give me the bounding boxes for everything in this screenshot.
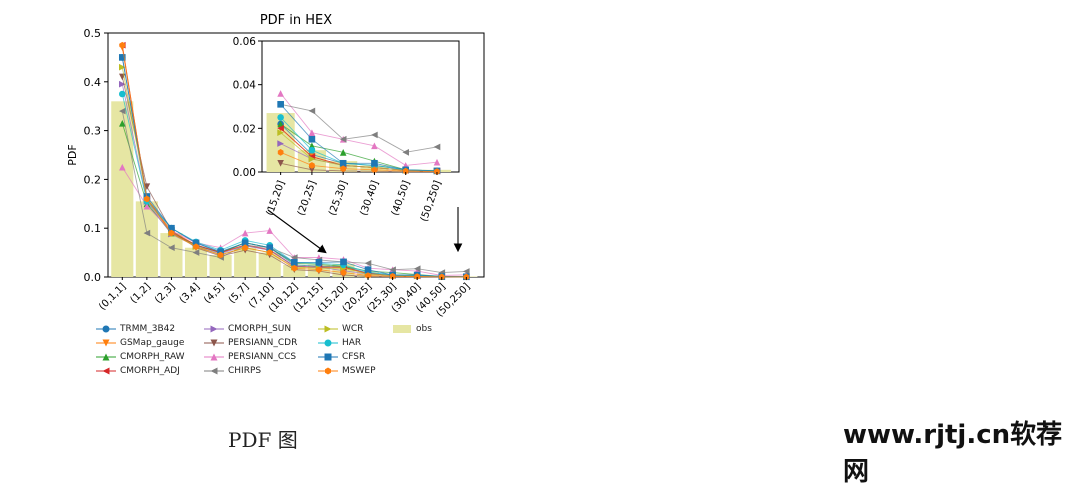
pdf-chart: PDF in HEXPDF0.00.10.20.30.40.5(0,1,1](1… <box>0 0 1080 476</box>
inset-series-point <box>371 160 378 167</box>
x-tick-label: (2,3] <box>153 281 178 306</box>
legend-label: HAR <box>342 338 361 348</box>
legend-label: CHIRPS <box>228 366 261 376</box>
x-tick-label: (3,4] <box>178 281 203 306</box>
legend-entry-obs: obs <box>392 322 432 336</box>
legend-swatch <box>204 352 224 362</box>
legend-swatch <box>392 324 412 334</box>
legend-marker <box>103 368 110 375</box>
legend-label: CMORPH_SUN <box>228 324 291 334</box>
y-tick-label: 0.1 <box>84 222 102 235</box>
series-point <box>291 259 298 266</box>
chart-legend: TRMM_3B42 GSMap_gauge CMORPH_RAW CMORPH_ADJ… <box>96 322 516 378</box>
inset-y-tick-label: 0.02 <box>233 123 256 135</box>
site-watermark: www.rjtj.cn软荐网 <box>843 414 1080 488</box>
legend-entry-persiann-cdr: PERSIANN_CDR <box>204 336 297 350</box>
inset-series-point <box>309 147 316 154</box>
legend-marker <box>211 326 218 333</box>
legend-swatch <box>318 366 338 376</box>
legend-marker <box>325 326 332 333</box>
legend-entry-wcr: WCR <box>318 322 363 336</box>
legend-marker <box>325 354 332 361</box>
legend-entry-trmm-3b42: TRMM_3B42 <box>96 322 175 336</box>
legend-swatch <box>96 352 116 362</box>
legend-marker <box>325 340 332 347</box>
legend-entry-cmorph-raw: CMORPH_RAW <box>96 350 185 364</box>
legend-label: CFSR <box>342 352 365 362</box>
legend-entry-cmorph-sun: CMORPH_SUN <box>204 322 291 336</box>
legend-swatch <box>318 324 338 334</box>
legend-swatch <box>204 338 224 348</box>
y-tick-label: 0.0 <box>84 271 102 284</box>
legend-marker <box>103 326 110 333</box>
legend-entry-cmorph-adj: CMORPH_ADJ <box>96 364 180 378</box>
legend-label: MSWEP <box>342 366 376 376</box>
inset-y-tick-label: 0.06 <box>233 36 257 48</box>
legend-swatch <box>96 366 116 376</box>
inset-series-point <box>309 136 316 143</box>
legend-marker <box>325 368 331 375</box>
inset-x-tick-label: (20,25] <box>296 179 319 217</box>
legend-label: PERSIANN_CCS <box>228 352 296 362</box>
legend-label: WCR <box>342 324 363 334</box>
inset-x-tick-label: (25,30] <box>327 179 350 217</box>
y-tick-label: 0.3 <box>84 125 102 138</box>
inset-x-tick-label: (30,40] <box>358 179 381 217</box>
legend-label: PERSIANN_CDR <box>228 338 297 348</box>
legend-entry-gsmap-gauge: GSMap_gauge <box>96 336 184 350</box>
series-point <box>340 259 347 266</box>
x-tick-label: (1,2] <box>128 281 153 306</box>
legend-entry-har: HAR <box>318 336 361 350</box>
y-axis-label: PDF <box>66 144 79 165</box>
legend-entry-cfsr: CFSR <box>318 350 365 364</box>
x-tick-label: (0,1,1] <box>97 281 128 312</box>
obs-bar <box>160 233 182 277</box>
legend-swatch <box>204 324 224 334</box>
inset-series-point <box>277 101 284 108</box>
legend-marker <box>211 368 218 375</box>
y-tick-label: 0.5 <box>84 27 102 40</box>
inset-x-tick-label: (15,20] <box>265 179 288 217</box>
legend-swatch <box>96 324 116 334</box>
legend-entry-persiann-ccs: PERSIANN_CCS <box>204 350 296 364</box>
series-point <box>316 259 323 266</box>
legend-label: CMORPH_ADJ <box>120 366 180 376</box>
legend-entry-chirps: CHIRPS <box>204 364 261 378</box>
x-tick-label: (4,5] <box>202 281 227 306</box>
chart-title: PDF in HEX <box>260 13 332 28</box>
legend-label: obs <box>416 324 432 334</box>
y-tick-label: 0.4 <box>84 76 102 89</box>
series-point <box>365 266 372 273</box>
y-tick-label: 0.2 <box>84 173 102 186</box>
legend-label: TRMM_3B42 <box>120 324 175 334</box>
figure-caption: PDF 图 <box>228 424 298 453</box>
legend-swatch <box>204 366 224 376</box>
legend-swatch <box>318 338 338 348</box>
legend-swatch <box>96 338 116 348</box>
series-point <box>119 91 126 98</box>
zoom-arrow-left <box>268 210 325 252</box>
legend-label: CMORPH_RAW <box>120 352 185 362</box>
legend-swatch <box>318 352 338 362</box>
inset-y-tick-label: 0.04 <box>233 80 257 92</box>
inset-series-point <box>277 114 284 121</box>
legend-entry-mswep: MSWEP <box>318 364 376 378</box>
inset-x-tick-label: (50,250] <box>419 179 444 223</box>
inset-y-tick-label: 0.00 <box>233 167 256 179</box>
inset-x-tick-label: (40,50] <box>390 179 413 217</box>
legend-label: GSMap_gauge <box>120 338 184 348</box>
